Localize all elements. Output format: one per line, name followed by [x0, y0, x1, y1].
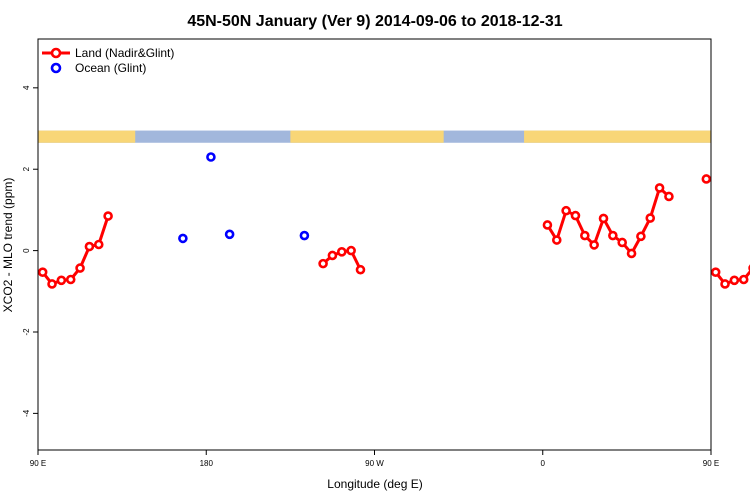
- ocean-point-3: [299, 230, 310, 241]
- land-point-16: [570, 210, 581, 221]
- land-point-2: [56, 275, 67, 286]
- ocean-point-2: [224, 229, 235, 240]
- land-point-24: [645, 213, 656, 223]
- land-band-2: [524, 130, 711, 143]
- land-point-28: [720, 279, 730, 289]
- land-point-25: [654, 183, 665, 193]
- x-tick-label-4: 90 E: [703, 459, 719, 468]
- legend-label-land: Land (Nadir&Glint): [75, 46, 174, 60]
- legend-marker-ocean: [50, 62, 62, 74]
- land-line-segment-0: [41, 215, 110, 286]
- land-point-4: [75, 263, 85, 273]
- y-tick-label-3: 2: [22, 166, 31, 171]
- land-point-29: [729, 275, 740, 286]
- y-tick-label-4: 4: [22, 85, 31, 90]
- y-tick-label-2: 0: [22, 248, 31, 253]
- plot-frame: [37, 38, 712, 451]
- x-tick-label-3: 0: [541, 459, 546, 468]
- land-point-13: [542, 220, 553, 230]
- land-point-15: [561, 205, 571, 216]
- land-point-12: [355, 264, 366, 275]
- land-band-1: [290, 130, 444, 143]
- land-point-3: [65, 274, 76, 285]
- land-point-6: [93, 239, 104, 250]
- series-layer: [37, 152, 750, 289]
- land-point-5: [84, 241, 95, 252]
- land-band-0: [38, 130, 136, 143]
- land-point-18: [589, 240, 599, 250]
- land-point-14: [551, 235, 562, 245]
- x-tick-label-1: 180: [200, 459, 214, 468]
- land-point-35: [701, 174, 712, 184]
- land-point-10: [336, 247, 347, 257]
- x-axis: 90 E 180 90 W 0 90 E: [30, 450, 719, 468]
- land-point-27: [710, 267, 721, 277]
- x-tick-label-2: 90 W: [365, 459, 384, 468]
- land-point-11: [346, 245, 356, 256]
- land-point-17: [580, 230, 590, 241]
- land-mask-strip: [38, 130, 711, 143]
- land-point-21: [617, 237, 628, 248]
- land-point-20: [608, 230, 618, 241]
- x-tick-label-0: 90 E: [30, 459, 46, 468]
- land-point-30: [738, 274, 749, 285]
- x-axis-label: Longitude (deg E): [327, 477, 422, 491]
- land-line-segment-3: [714, 269, 750, 286]
- land-point-1: [47, 279, 57, 289]
- land-point-23: [636, 231, 646, 242]
- ocean-point-0: [178, 233, 188, 244]
- y-axis: -4 -2 0 2 4: [22, 85, 38, 417]
- ocean-point-1: [206, 152, 216, 162]
- land-point-9: [327, 250, 338, 261]
- y-tick-label-1: -2: [22, 328, 31, 336]
- land-point-8: [318, 258, 328, 269]
- land-point-22: [626, 248, 637, 259]
- land-point-19: [598, 213, 609, 224]
- land-point-7: [103, 211, 113, 221]
- y-tick-label-0: -4: [22, 409, 31, 417]
- land-point-0: [37, 267, 48, 277]
- legend: Land (Nadir&Glint)Ocean (Glint): [42, 46, 174, 75]
- legend-label-ocean: Ocean (Glint): [75, 61, 146, 75]
- land-point-26: [664, 191, 674, 202]
- legend-marker-land: [50, 47, 62, 59]
- y-axis-label: XCO2 - MLO trend (ppm): [1, 178, 15, 313]
- chart-title: 45N-50N January (Ver 9) 2014-09-06 to 20…: [187, 13, 562, 30]
